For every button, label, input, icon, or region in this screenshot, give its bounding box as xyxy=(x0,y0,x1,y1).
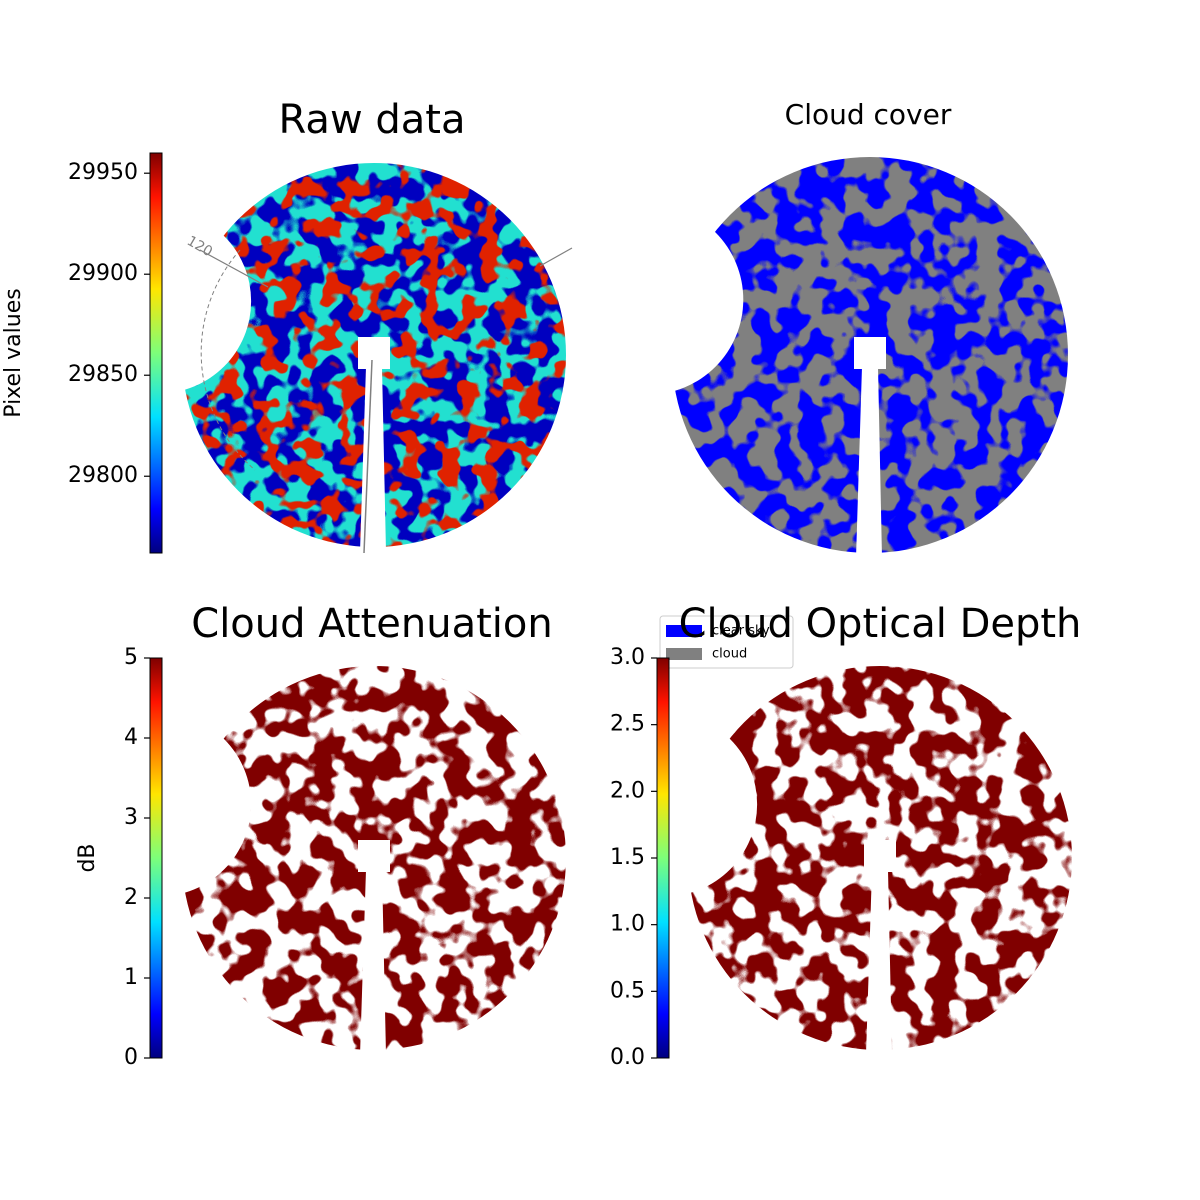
colorbar-tick-label: 29950 xyxy=(68,160,138,185)
panel-title: Cloud Optical Depth xyxy=(679,601,1082,647)
sky-image xyxy=(672,157,1068,553)
colorbar xyxy=(149,152,163,554)
colorbar-tick-label: 29850 xyxy=(68,362,138,387)
legend-label: cloud xyxy=(712,647,747,662)
colorbar-tick-label: 0.5 xyxy=(610,978,645,1003)
panel-title: Cloud cover xyxy=(785,98,952,131)
axes: Raw data 29800 29850 29900 29950 Pixel values… xyxy=(1,97,1081,1070)
colorbar-tick-label: 29800 xyxy=(68,463,138,488)
polar-grid xyxy=(199,247,573,554)
image-texture xyxy=(688,666,1072,1050)
colorbar-label: Pixel values xyxy=(1,288,26,417)
colorbar-tick-label: 2.5 xyxy=(610,712,645,737)
colorbar-tick-label: 5 xyxy=(124,645,138,670)
sky-image xyxy=(182,163,566,547)
colorbar-tick-label: 2.0 xyxy=(610,778,645,803)
sky-image xyxy=(688,666,1072,1050)
images xyxy=(182,157,1072,1050)
colorbar-tick-label: 4 xyxy=(124,725,138,750)
colorbar-tick-label: 3 xyxy=(124,805,138,830)
colorbar-tick-label: 1 xyxy=(124,965,138,990)
sky-image xyxy=(182,666,566,1050)
colorbar-tick-label: 1.5 xyxy=(610,845,645,870)
image-texture xyxy=(672,157,1068,553)
colorbar-tick-label: 0 xyxy=(124,1045,138,1070)
colorbar-tick-label: 0.0 xyxy=(610,1045,645,1070)
colorbar xyxy=(149,657,163,1059)
colorbar-tick-label: 3.0 xyxy=(610,645,645,670)
image-texture xyxy=(182,666,566,1050)
panel-title: Cloud Attenuation xyxy=(191,601,552,647)
legend-swatch xyxy=(666,648,702,660)
colorbar xyxy=(656,657,670,1059)
colorbar-tick-label: 2 xyxy=(124,885,138,910)
legend-swatch xyxy=(666,625,702,637)
legend-label: clear sky xyxy=(712,624,770,639)
colorbar-tick-label: 29900 xyxy=(68,261,138,286)
colorbar-tick-label: 1.0 xyxy=(610,912,645,937)
image-texture xyxy=(182,163,566,547)
panel-title: Raw data xyxy=(279,97,466,143)
legend: clear sky cloud xyxy=(659,615,794,669)
colorbar-label: dB xyxy=(75,843,100,872)
